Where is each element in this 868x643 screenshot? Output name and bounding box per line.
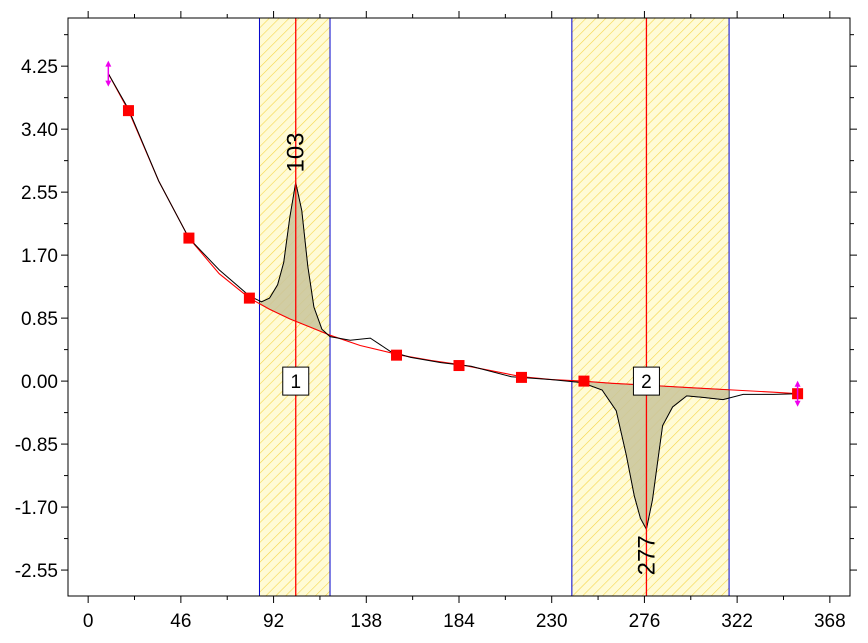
anchor-point[interactable] <box>453 360 465 372</box>
peak-1-index-box[interactable] <box>282 366 310 396</box>
y-tick-label: 3.40 <box>21 120 58 141</box>
peak-1-value-label: 103 <box>283 132 310 172</box>
y-tick-label: -1.70 <box>15 498 58 519</box>
integration-regions <box>258 17 730 597</box>
x-tick-label: 322 <box>721 611 753 632</box>
x-tick-label: 276 <box>629 611 661 632</box>
anchor-point[interactable] <box>122 105 134 117</box>
peak-labels: 103 1 277 2 <box>282 132 660 575</box>
x-tick-label: 368 <box>814 611 846 632</box>
end-marker[interactable] <box>105 60 112 87</box>
peak-1-index-label: 1 <box>290 372 301 393</box>
peak-2-index-label: 2 <box>641 372 652 393</box>
plot-border <box>67 17 851 597</box>
signal-line <box>107 73 798 531</box>
x-tick-label: 230 <box>536 611 568 632</box>
y-tick-label: -0.85 <box>15 435 58 456</box>
y-tick-label: 1.70 <box>21 246 58 267</box>
peak-2-index-box[interactable] <box>632 366 660 396</box>
y-tick-label: 0.85 <box>21 309 58 330</box>
x-axis: 0 46 92 138 184 230 276 322 368 <box>83 11 846 632</box>
anchor-point[interactable] <box>391 349 403 361</box>
y-tick-label: 4.25 <box>21 57 58 78</box>
x-tick-label: 0 <box>83 611 94 632</box>
anchor-point[interactable] <box>183 232 195 244</box>
y-tick-label: 0.00 <box>21 372 58 393</box>
x-tick-label: 138 <box>350 611 382 632</box>
peak-center-lines <box>295 18 648 596</box>
x-tick-label: 46 <box>170 611 191 632</box>
anchor-point[interactable] <box>515 371 527 383</box>
x-tick-label: 92 <box>263 611 284 632</box>
anchor-markers <box>105 60 804 407</box>
anchor-point[interactable] <box>243 292 255 304</box>
plot-frame <box>67 17 851 597</box>
y-tick-label: -2.55 <box>15 561 58 582</box>
end-marker[interactable] <box>794 380 801 407</box>
x-tick-label: 184 <box>443 611 475 632</box>
y-tick-label: 2.55 <box>21 183 58 204</box>
y-axis: 4.25 3.40 2.55 1.70 0.85 0.00 -0.85 -1.70 -2.55 <box>15 34 857 582</box>
peak-2-value-label: 277 <box>633 535 660 575</box>
anchor-point[interactable] <box>578 375 590 387</box>
